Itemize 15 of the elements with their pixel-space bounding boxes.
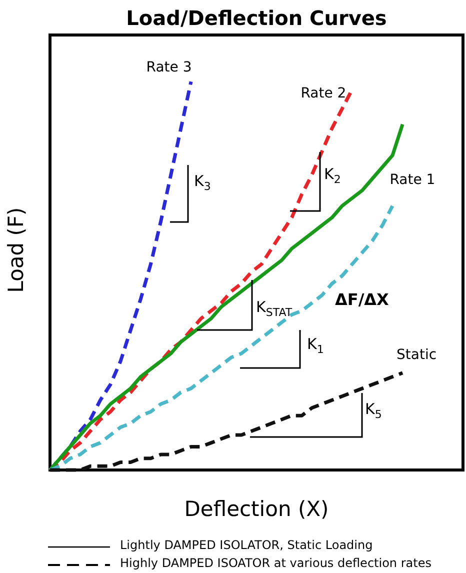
text: Highly DAMPED ISOATOR at various deflection rates (120, 556, 432, 570)
text: Lightly DAMPED ISOLATOR, Static Loading (120, 538, 373, 552)
annotation: K$_{5}$ (365, 400, 382, 421)
annotation: ΔF/ΔX (335, 290, 389, 309)
y-axis-title: Load (F) (4, 206, 28, 295)
series-label: Rate 2 (300, 85, 346, 102)
x-axis-title: Deflection (X) (183, 497, 330, 521)
series-label: Static (396, 346, 437, 363)
series-label: Rate 1 (390, 172, 436, 188)
annotation: K$_{1}$ (307, 335, 324, 356)
chart-title: Load/Deflection Curves (126, 6, 387, 30)
annotation: K$_{2}$ (324, 165, 341, 186)
series-label: Rate 3 (146, 60, 192, 76)
annotation: K$_{STAT}$ (256, 298, 292, 319)
annotation: K$_{3}$ (194, 172, 211, 193)
